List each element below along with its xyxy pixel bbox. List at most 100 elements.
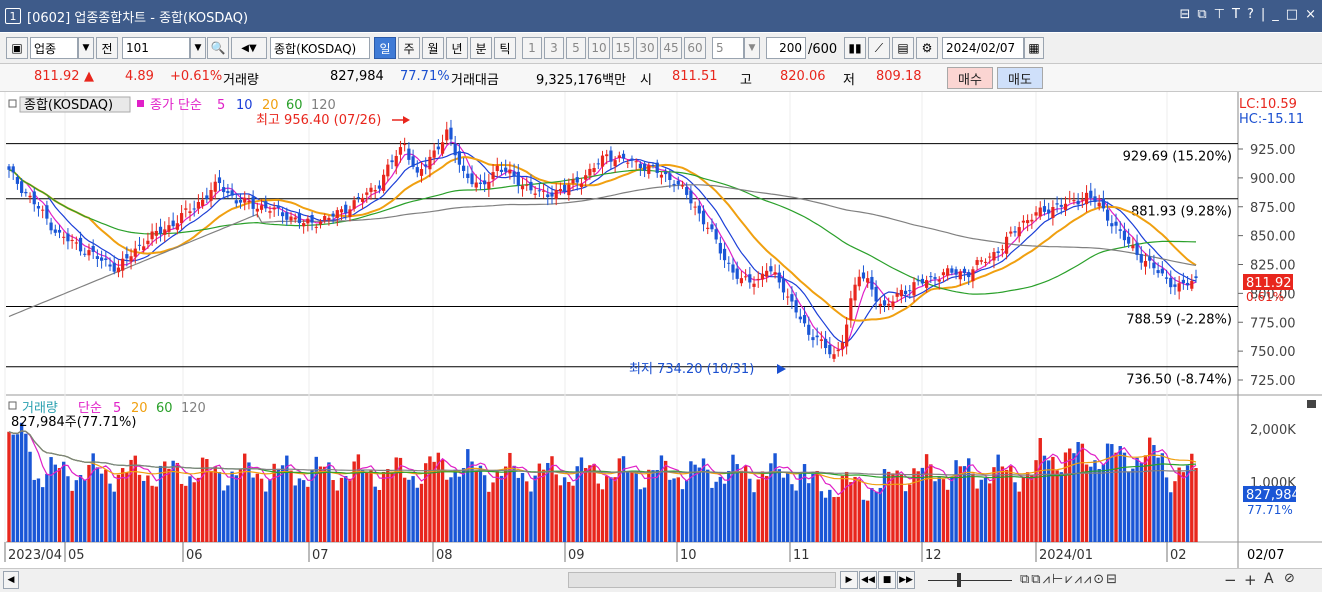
minute-15[interactable]: 15 bbox=[612, 37, 634, 59]
zoom-slider-handle[interactable] bbox=[957, 573, 961, 587]
minute-45[interactable]: 45 bbox=[660, 37, 682, 59]
period-week[interactable]: 주 bbox=[398, 37, 420, 59]
eraser-icon[interactable]: ⊘ bbox=[1284, 571, 1295, 586]
candle-body bbox=[887, 303, 891, 306]
calendar-icon[interactable]: ▦ bbox=[1024, 37, 1044, 59]
buy-button[interactable]: 매수 bbox=[947, 67, 993, 89]
volume-bar bbox=[129, 459, 133, 542]
volume-bar bbox=[844, 471, 849, 542]
candle-body bbox=[100, 257, 104, 261]
scroll-left-icon[interactable]: ◀ bbox=[3, 571, 19, 589]
candle-body bbox=[491, 172, 495, 180]
minute-5[interactable]: 5 bbox=[566, 37, 586, 59]
candle-body bbox=[1148, 256, 1152, 261]
minute-30[interactable]: 30 bbox=[636, 37, 658, 59]
candle-body bbox=[36, 206, 41, 209]
minute-value-input[interactable]: 5 bbox=[712, 37, 744, 59]
minute-3[interactable]: 3 bbox=[544, 37, 564, 59]
candle-body bbox=[297, 212, 302, 224]
volume-bar bbox=[1169, 492, 1173, 542]
maximize-icon[interactable]: □ bbox=[1285, 7, 1299, 22]
close-icon[interactable]: × bbox=[1305, 7, 1316, 22]
current-price-tag: 811.92 bbox=[1246, 276, 1292, 291]
zoom-out-icon[interactable]: − bbox=[1224, 571, 1237, 589]
period-month[interactable]: 월 bbox=[422, 37, 444, 59]
zoom-slider[interactable] bbox=[928, 580, 1012, 581]
volume-bar bbox=[141, 480, 146, 542]
volume-bar bbox=[158, 465, 163, 542]
sell-button[interactable]: 매도 bbox=[997, 67, 1043, 89]
play-icon[interactable]: ▶ bbox=[840, 571, 858, 589]
forward-icon[interactable]: ▶▶ bbox=[897, 571, 915, 589]
candle-body bbox=[731, 264, 735, 273]
chevron-down-icon[interactable]: ▼ bbox=[190, 37, 206, 59]
pin-icon[interactable]: ⊤ bbox=[1213, 7, 1226, 22]
volume-bar bbox=[1114, 452, 1118, 542]
drawing-tools-icon[interactable]: ⧉⧉⩘⊢⩗⩘⩘⊙⊟ bbox=[1020, 572, 1120, 587]
volume-bar bbox=[1122, 452, 1127, 542]
candle-body bbox=[1118, 229, 1122, 231]
date-input[interactable]: 2024/02/07 bbox=[942, 37, 1024, 59]
sector-select[interactable]: 업종 bbox=[30, 37, 78, 59]
volume-bar bbox=[398, 457, 403, 542]
font-size-icon[interactable]: A bbox=[1264, 571, 1274, 587]
period-tick[interactable]: 틱 bbox=[494, 37, 516, 59]
candle-body bbox=[53, 229, 57, 233]
new-window-icon[interactable]: ⧉ bbox=[1197, 7, 1207, 22]
code-input[interactable]: 101 bbox=[122, 37, 190, 59]
candle-body bbox=[133, 248, 137, 257]
volume-bar bbox=[887, 471, 891, 542]
period-day[interactable]: 일 bbox=[374, 37, 396, 59]
candle-body bbox=[634, 161, 638, 163]
candle-body bbox=[946, 268, 950, 276]
pane-menu-icon[interactable] bbox=[1307, 400, 1316, 408]
volume-bar bbox=[453, 469, 457, 542]
minute-10[interactable]: 10 bbox=[588, 37, 610, 59]
save-icon[interactable]: ▤ bbox=[892, 37, 914, 59]
candle-body bbox=[247, 201, 251, 203]
scroll-thumb[interactable] bbox=[568, 572, 836, 588]
candle-body bbox=[255, 208, 259, 212]
zoom-in-icon[interactable]: + bbox=[1244, 571, 1257, 589]
volume-bar bbox=[798, 472, 803, 542]
chart-area[interactable]: 929.69 (15.20%) 881.93 (9.28%) 788.59 (-2.… bbox=[0, 92, 1322, 568]
stop-icon[interactable]: ■ bbox=[878, 571, 896, 589]
period-year[interactable]: 년 bbox=[446, 37, 468, 59]
candle-body bbox=[626, 162, 630, 164]
font-icon[interactable]: T bbox=[1232, 7, 1240, 22]
window-number-badge[interactable]: 1 bbox=[5, 8, 21, 24]
period-minute[interactable]: 분 bbox=[470, 37, 492, 59]
volume-bar bbox=[903, 491, 908, 542]
jeon-button[interactable]: 전 bbox=[96, 37, 118, 59]
candle-body bbox=[760, 273, 765, 280]
horizontal-scrollbar[interactable]: ◀ ▶ ◀◀ ■ ▶▶ ⧉⧉⩘⊢⩗⩘⩘⊙⊟ − + A ⊘ bbox=[0, 568, 1322, 592]
layout-icon[interactable]: ⊟ bbox=[1179, 7, 1191, 22]
volume-bar bbox=[596, 483, 600, 542]
volume-bar bbox=[238, 469, 243, 542]
price-pane-title[interactable]: 종합(KOSDAQ) bbox=[24, 98, 113, 113]
volume-bar bbox=[70, 490, 74, 542]
count-input[interactable]: 200 bbox=[766, 37, 806, 59]
candle-body bbox=[710, 224, 714, 230]
candle-body bbox=[739, 278, 744, 284]
speaker-icon[interactable]: ◀▼ bbox=[231, 37, 267, 59]
gear-icon[interactable]: ⚙ bbox=[916, 37, 938, 59]
volume-bar bbox=[87, 464, 91, 542]
chevron-down-icon[interactable]: ▼ bbox=[78, 37, 94, 59]
minute-1[interactable]: 1 bbox=[522, 37, 542, 59]
volume-bar bbox=[802, 464, 807, 542]
minimize-icon[interactable]: _ bbox=[1272, 7, 1279, 22]
candle-body bbox=[179, 213, 184, 224]
bar-style-icon[interactable]: ▮▮ bbox=[844, 37, 866, 59]
chevron-down-icon[interactable]: ▼ bbox=[744, 37, 760, 59]
help-icon[interactable]: ? bbox=[1247, 7, 1254, 22]
high-value: 820.06 bbox=[780, 69, 826, 84]
volume-legend-label[interactable]: 거래량 bbox=[22, 401, 58, 416]
minute-60[interactable]: 60 bbox=[684, 37, 706, 59]
candle-body bbox=[487, 181, 491, 189]
search-icon[interactable]: 🔍 bbox=[207, 37, 229, 59]
panel-icon[interactable]: ▣ bbox=[6, 37, 28, 59]
rewind-icon[interactable]: ◀◀ bbox=[859, 571, 877, 589]
line-tool-icon[interactable]: ⟋ bbox=[868, 37, 890, 59]
candle-body bbox=[285, 212, 289, 220]
